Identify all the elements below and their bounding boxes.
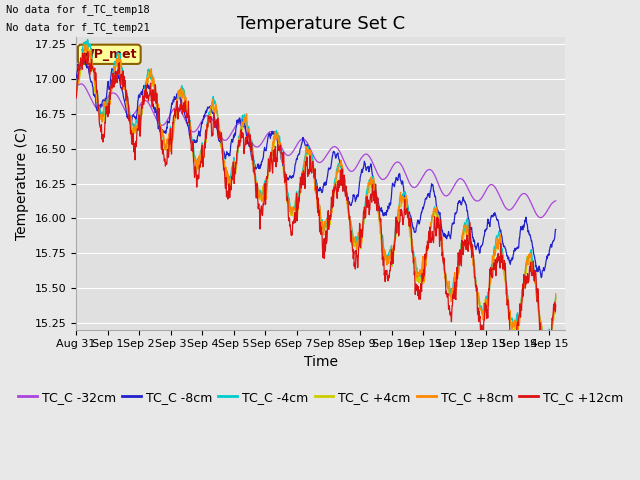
- Text: No data for f_TC_temp18: No data for f_TC_temp18: [6, 4, 150, 15]
- TC_C +12cm: [286, 223, 294, 229]
- TC_C +4cm: [552, 295, 559, 301]
- Text: WP_met: WP_met: [81, 48, 138, 61]
- TC_C -4cm: [109, 65, 117, 71]
- TC_C -32cm: [537, 215, 545, 220]
- Line: TC_C +12cm: TC_C +12cm: [76, 51, 556, 365]
- TC_C +4cm: [540, 347, 548, 353]
- TC_C +4cm: [72, 93, 80, 99]
- TC_C +12cm: [84, 48, 92, 54]
- TC_C -4cm: [286, 202, 294, 207]
- TC_C -32cm: [109, 90, 117, 96]
- TC_C -32cm: [72, 83, 80, 88]
- TC_C -8cm: [294, 151, 302, 157]
- TC_C -4cm: [346, 216, 353, 222]
- Line: TC_C -8cm: TC_C -8cm: [76, 60, 556, 277]
- TC_C +8cm: [276, 143, 284, 149]
- TC_C +12cm: [294, 194, 302, 200]
- TC_C -8cm: [81, 57, 89, 62]
- TC_C +8cm: [346, 215, 353, 221]
- TC_C +8cm: [286, 208, 294, 214]
- TC_C -4cm: [84, 36, 92, 42]
- TC_C +4cm: [286, 205, 294, 211]
- TC_C -8cm: [552, 227, 559, 232]
- TC_C -4cm: [72, 91, 80, 96]
- TC_C -4cm: [129, 120, 137, 126]
- TC_C +12cm: [346, 216, 353, 222]
- TC_C +8cm: [109, 74, 117, 80]
- TC_C -4cm: [546, 342, 554, 348]
- Legend: TC_C -32cm, TC_C -8cm, TC_C -4cm, TC_C +4cm, TC_C +8cm, TC_C +12cm: TC_C -32cm, TC_C -8cm, TC_C -4cm, TC_C +…: [13, 385, 628, 408]
- Line: TC_C +8cm: TC_C +8cm: [76, 44, 556, 349]
- TC_C -8cm: [72, 76, 80, 82]
- Title: Temperature Set C: Temperature Set C: [237, 15, 404, 33]
- TC_C -8cm: [538, 275, 545, 280]
- TC_C +4cm: [129, 128, 137, 133]
- TC_C +12cm: [276, 144, 284, 149]
- TC_C -8cm: [276, 147, 284, 153]
- X-axis label: Time: Time: [303, 355, 338, 369]
- TC_C +8cm: [552, 291, 559, 297]
- TC_C +4cm: [109, 72, 117, 77]
- TC_C +12cm: [109, 82, 117, 87]
- TC_C -32cm: [552, 198, 559, 204]
- TC_C -32cm: [346, 168, 353, 173]
- Line: TC_C +4cm: TC_C +4cm: [76, 41, 556, 350]
- TC_C +4cm: [346, 217, 353, 223]
- TC_C -32cm: [77, 81, 85, 87]
- TC_C +4cm: [276, 144, 284, 150]
- TC_C +8cm: [542, 347, 550, 352]
- TC_C -32cm: [129, 112, 137, 118]
- TC_C -4cm: [552, 293, 559, 299]
- TC_C +8cm: [129, 132, 137, 137]
- TC_C +8cm: [294, 200, 302, 206]
- TC_C -32cm: [276, 141, 284, 146]
- Line: TC_C -32cm: TC_C -32cm: [76, 84, 556, 217]
- TC_C -8cm: [129, 113, 137, 119]
- TC_C -4cm: [294, 197, 302, 203]
- TC_C -8cm: [109, 71, 117, 76]
- TC_C +8cm: [72, 87, 80, 93]
- TC_C +12cm: [72, 95, 80, 101]
- TC_C -8cm: [346, 199, 353, 205]
- TC_C -4cm: [276, 137, 284, 143]
- TC_C +12cm: [552, 302, 559, 308]
- TC_C +12cm: [129, 131, 137, 136]
- TC_C +8cm: [83, 41, 91, 47]
- TC_C -32cm: [294, 140, 302, 145]
- Y-axis label: Temperature (C): Temperature (C): [15, 127, 29, 240]
- Line: TC_C -4cm: TC_C -4cm: [76, 39, 556, 345]
- Text: No data for f_TC_temp21: No data for f_TC_temp21: [6, 22, 150, 33]
- TC_C +12cm: [540, 362, 548, 368]
- TC_C -32cm: [286, 152, 294, 158]
- TC_C -8cm: [286, 173, 294, 179]
- TC_C +4cm: [81, 38, 89, 44]
- TC_C +4cm: [294, 200, 302, 205]
